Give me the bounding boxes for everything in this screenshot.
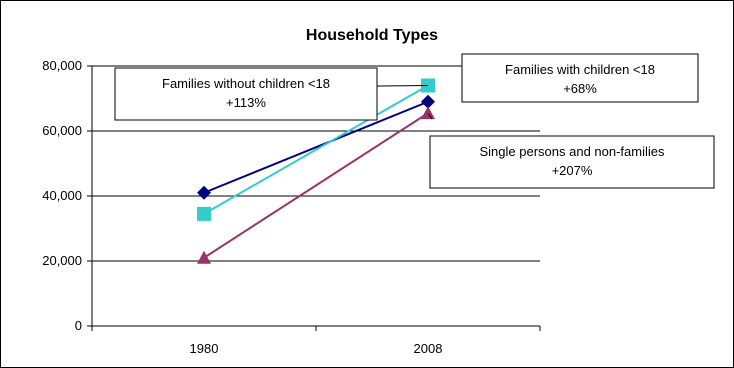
chart-title: Household Types	[306, 27, 438, 44]
data-point-triangle	[421, 106, 435, 120]
annotation-label: Families with children <18	[505, 62, 655, 77]
annotation-leader	[427, 112, 433, 120]
y-tick-labels: 0 20,000 40,000 60,000 80,000	[42, 58, 82, 333]
series-line	[203, 84, 429, 215]
annotation-percent: +113%	[226, 95, 266, 110]
series-line	[203, 112, 429, 259]
grid-lines	[92, 65, 540, 262]
y-tick-label: 60,000	[42, 123, 82, 138]
x-tick-label: 2008	[414, 341, 443, 356]
annotations: Families with children <18 +68% Families w…	[114, 53, 715, 189]
annotation-box	[461, 53, 699, 103]
annotation-box	[429, 135, 715, 189]
annotation-label: Single persons and non-families	[480, 144, 665, 159]
y-tick-label: 0	[75, 318, 82, 333]
x-tick-labels: 1980 2008	[190, 341, 443, 356]
y-tick-label: 20,000	[42, 253, 82, 268]
y-tick-label: 40,000	[42, 188, 82, 203]
data-point-square	[197, 206, 211, 221]
data-point-diamond	[197, 185, 211, 200]
y-tick-label: 80,000	[42, 58, 82, 73]
annotation-box	[114, 67, 378, 121]
annotation-leader	[376, 85, 429, 87]
annotation-percent: +207%	[552, 163, 593, 178]
annotation-label: Families without children <18	[162, 76, 330, 91]
annotation-percent: +68%	[563, 81, 597, 96]
data-point-triangle	[197, 250, 211, 264]
annotation-leader	[427, 99, 433, 103]
series-line	[203, 100, 429, 194]
x-tick-label: 1980	[190, 341, 219, 356]
series-group	[197, 78, 435, 264]
axes	[87, 65, 541, 331]
